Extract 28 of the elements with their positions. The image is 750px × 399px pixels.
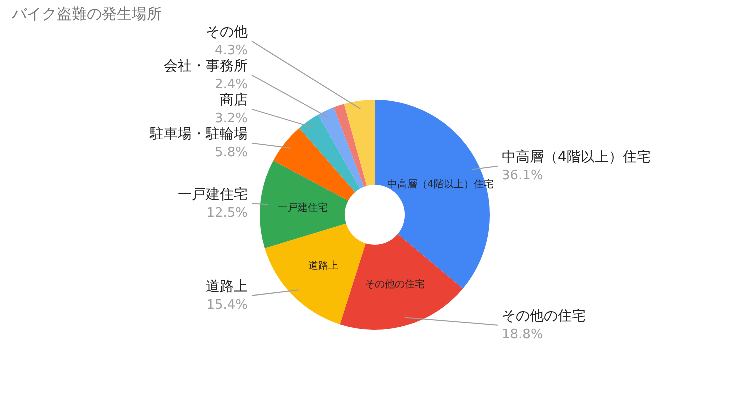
slice-label: その他の住宅 <box>365 278 426 291</box>
donut-slice <box>274 128 356 201</box>
data-label: 3.2% <box>214 111 248 126</box>
donut-slice <box>260 160 349 248</box>
donut-slice <box>318 108 364 189</box>
chart-title: バイク盗難の発生場所 <box>11 5 162 23</box>
data-label: 18.8% <box>502 327 544 342</box>
slice-label: 会社・事務所 <box>164 58 248 74</box>
donut-slice <box>344 100 375 186</box>
slice-label: 駐車場・駐輪場 <box>149 126 248 142</box>
data-label: 15.4% <box>206 298 248 313</box>
donut-slice <box>264 224 366 325</box>
donut-slice <box>334 104 367 187</box>
slice-label: 中高層（4階以上）住宅 <box>502 149 651 166</box>
slice-label: 道路上 <box>308 260 338 272</box>
data-label: 12.5% <box>206 206 248 221</box>
slice-label: その他 <box>206 24 248 40</box>
data-label: 36.1% <box>502 168 544 184</box>
slice-label: その他の住宅 <box>502 308 586 324</box>
data-label: 5.8% <box>214 145 248 160</box>
slice-label: 一戸建住宅 <box>278 202 328 214</box>
slice-label: 道路上 <box>206 278 248 295</box>
donut-slice <box>340 234 464 330</box>
slice-label: 商店 <box>220 92 248 108</box>
data-label: 2.4% <box>214 77 248 92</box>
slice-label: 一戸建住宅 <box>178 186 248 203</box>
data-label: 4.3% <box>214 43 248 58</box>
donut-slice <box>299 114 360 192</box>
